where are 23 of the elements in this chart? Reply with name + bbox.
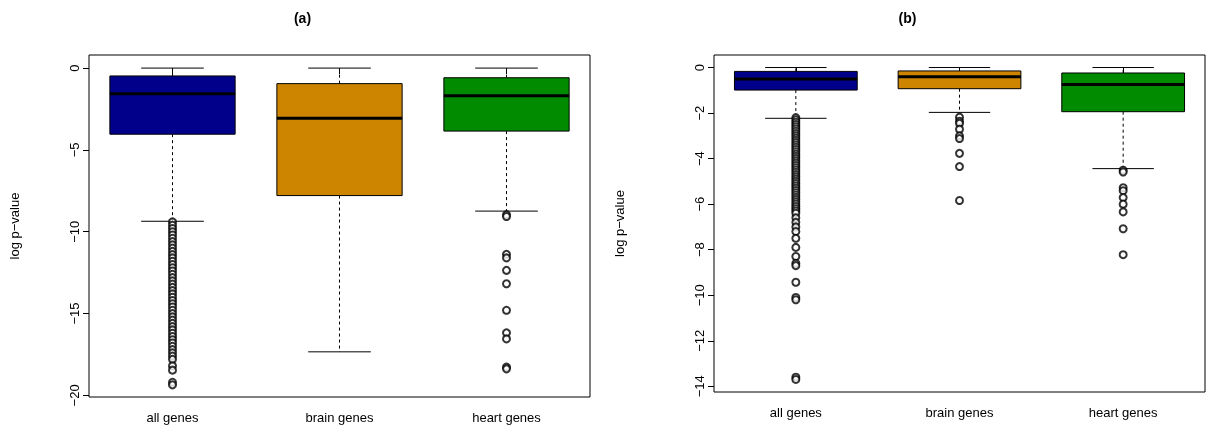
y-tick-label: −15 [67, 302, 82, 325]
y-tick-label: −10 [692, 284, 707, 307]
y-tick-label: −10 [67, 220, 82, 243]
x-tick-label: brain genes [925, 405, 994, 420]
y-tick-label: 0 [67, 64, 82, 72]
x-tick-label: brain genes [305, 410, 374, 425]
x-tick-label: all genes [769, 405, 823, 420]
x-tick-label: all genes [146, 410, 200, 425]
y-axis-title: log p−value [7, 192, 22, 260]
y-tick-label: −12 [692, 329, 707, 352]
y-tick-label: −14 [692, 375, 707, 398]
x-tick-label: heart genes [472, 410, 542, 425]
y-tick-label: −8 [692, 242, 707, 258]
y-tick-label: −20 [67, 384, 82, 407]
y-axis-title: log p−value [612, 190, 627, 257]
y-tick-label: −6 [692, 196, 707, 212]
x-tick-label: heart genes [1088, 405, 1158, 420]
y-tick-label: −2 [692, 105, 707, 121]
chart-title: (b) [898, 10, 917, 26]
chart-title: (a) [293, 10, 312, 26]
y-tick-label: −4 [692, 151, 707, 167]
y-tick-label: −5 [67, 142, 82, 158]
y-tick-label: 0 [692, 63, 707, 72]
